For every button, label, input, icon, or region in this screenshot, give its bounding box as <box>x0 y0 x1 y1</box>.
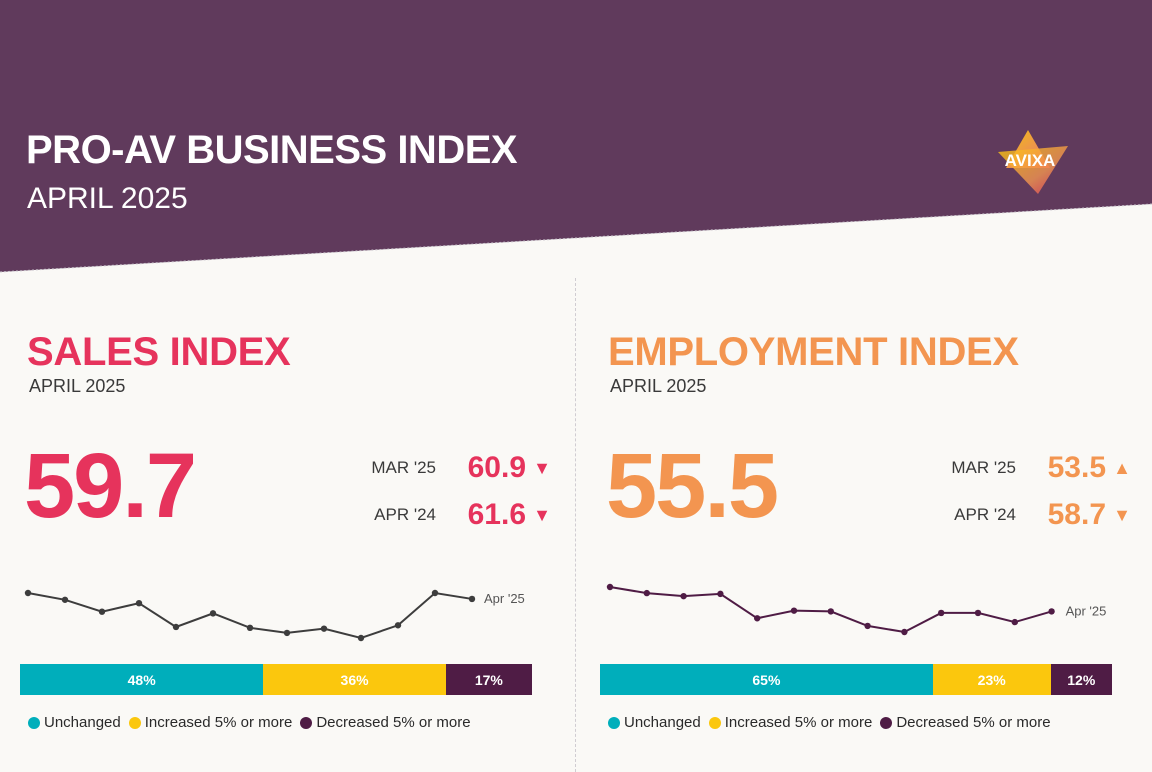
panel-divider <box>575 278 576 772</box>
sales-cmp-mar-label: MAR '25 <box>371 458 436 477</box>
series-line <box>27 591 473 640</box>
bar-segment-increased: 36% <box>263 664 446 695</box>
sales-sparkline: Apr '25 <box>24 589 525 642</box>
sales-cmp-apr: APR '24 61.6 ▼ <box>356 495 554 535</box>
sales-title: SALES INDEX <box>27 330 291 374</box>
data-point <box>468 595 476 603</box>
legend-dot-icon <box>28 716 40 729</box>
data-point <box>901 628 908 636</box>
data-point <box>790 607 798 614</box>
data-point <box>320 625 328 632</box>
sales-cmp-mar: MAR '25 60.9 ▼ <box>356 448 554 488</box>
employment-stacked-bar: 65% 23% 12% <box>600 664 1112 695</box>
page-subtitle: APRIL 2025 <box>27 182 188 215</box>
legend-item-unchanged: Unchanged <box>608 714 701 731</box>
legend-label-increased: Increased 5% or more <box>144 714 293 731</box>
bar-segment-unchanged: 65% <box>600 664 933 695</box>
legend-label-decreased: Decreased 5% or more <box>896 714 1051 731</box>
data-point <box>680 592 687 600</box>
data-point <box>1048 608 1055 615</box>
data-point <box>717 590 724 598</box>
legend-item-decreased: Decreased 5% or more <box>880 714 1051 731</box>
page-title: PRO-AV BUSINESS INDEX <box>26 128 518 172</box>
legend-item-increased: Increased 5% or more <box>128 714 293 731</box>
data-point <box>135 599 143 607</box>
employment-cmp-apr-label: APR '24 <box>954 505 1016 524</box>
end-label: Apr '25 <box>484 591 525 606</box>
sales-cmp-mar-value: 60.9 <box>467 451 526 484</box>
data-point <box>974 609 982 617</box>
data-point <box>172 623 180 631</box>
legend-dot-icon <box>128 716 141 729</box>
legend-dot-icon <box>708 716 721 729</box>
data-point <box>61 596 69 603</box>
sales-cmp-apr-label: APR '24 <box>374 505 436 524</box>
legend-dot-icon <box>880 716 893 729</box>
data-point <box>431 589 439 597</box>
legend-item-increased: Increased 5% or more <box>708 714 873 731</box>
sales-value: 59.7 <box>24 435 197 537</box>
employment-title: EMPLOYMENT INDEX <box>608 330 1019 374</box>
data-point <box>606 583 614 591</box>
data-point <box>643 589 650 597</box>
employment-date: APRIL 2025 <box>610 376 707 396</box>
avixa-logo: AVIXA <box>998 130 1068 194</box>
sales-legend: Unchanged Increased 5% or more Decreased… <box>28 714 479 731</box>
bar-segment-increased: 23% <box>932 664 1051 695</box>
bar-segment-decreased: 17% <box>445 664 532 695</box>
data-point <box>209 610 217 617</box>
data-point <box>283 629 291 637</box>
down-arrow-icon: ▼ <box>533 457 551 478</box>
down-arrow-icon: ▼ <box>1113 504 1131 525</box>
up-arrow-icon: ▲ <box>1113 457 1131 478</box>
legend-item-unchanged: Unchanged <box>28 714 121 731</box>
legend-label-increased: Increased 5% or more <box>724 714 873 731</box>
data-point <box>1011 618 1018 626</box>
legend-item-decreased: Decreased 5% or more <box>300 714 471 731</box>
employment-sparkline: Apr '25 <box>606 583 1107 636</box>
data-point <box>754 615 761 622</box>
employment-legend: Unchanged Increased 5% or more Decreased… <box>608 714 1059 731</box>
bar-segment-unchanged: 48% <box>20 664 264 695</box>
data-point <box>246 624 254 632</box>
employment-value: 55.5 <box>606 435 779 537</box>
legend-label-decreased: Decreased 5% or more <box>316 714 471 731</box>
data-point <box>357 634 365 642</box>
employment-cmp-apr: APR '24 58.7 ▼ <box>936 495 1134 535</box>
legend-label-unchanged: Unchanged <box>44 714 121 731</box>
data-point <box>864 622 871 630</box>
data-point <box>24 589 32 597</box>
data-point <box>394 622 402 629</box>
sales-cmp-apr-value: 61.6 <box>467 498 526 531</box>
employment-cmp-mar-value: 53.5 <box>1047 451 1106 484</box>
header-band-edge <box>0 203 1152 273</box>
data-point <box>938 609 945 617</box>
employment-cmp-apr-value: 58.7 <box>1047 498 1106 531</box>
legend-dot-icon <box>608 716 620 729</box>
legend-dot-icon <box>300 716 313 729</box>
legend-label-unchanged: Unchanged <box>624 714 701 731</box>
employment-cmp-mar: MAR '25 53.5 ▲ <box>936 448 1134 488</box>
down-arrow-icon: ▼ <box>533 504 551 525</box>
data-point <box>827 608 834 615</box>
data-point <box>98 608 106 615</box>
header-band-shape <box>0 0 1152 272</box>
logo-text: AVIXA <box>1005 151 1056 170</box>
sales-date: APRIL 2025 <box>29 376 126 396</box>
bar-segment-decreased: 12% <box>1050 664 1112 695</box>
header-band <box>0 0 1152 273</box>
sales-panel: SALES INDEX APRIL 2025 59.7 MAR '25 60.9… <box>0 0 575 772</box>
employment-panel: EMPLOYMENT INDEX APRIL 2025 55.5 MAR '25… <box>576 0 1152 772</box>
sales-stacked-bar: 48% 36% 17% <box>20 664 532 695</box>
end-label: Apr '25 <box>1066 603 1107 618</box>
employment-cmp-mar-label: MAR '25 <box>951 458 1016 477</box>
